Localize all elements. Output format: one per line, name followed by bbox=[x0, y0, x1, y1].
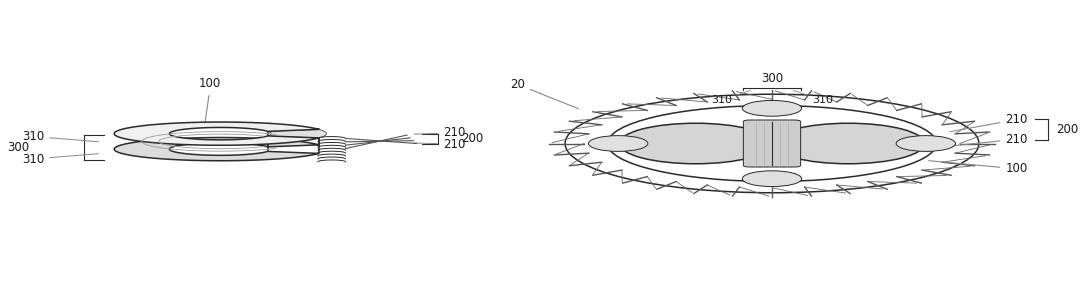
Circle shape bbox=[589, 136, 648, 151]
FancyBboxPatch shape bbox=[744, 120, 801, 167]
Polygon shape bbox=[114, 122, 319, 145]
Circle shape bbox=[772, 123, 925, 164]
Text: 210: 210 bbox=[414, 126, 465, 139]
Circle shape bbox=[743, 100, 802, 116]
Text: 20: 20 bbox=[509, 78, 579, 109]
Text: 200: 200 bbox=[461, 132, 483, 145]
Text: 310: 310 bbox=[793, 90, 833, 105]
Text: 310: 310 bbox=[22, 130, 99, 143]
Text: 300: 300 bbox=[8, 141, 29, 154]
Text: 100: 100 bbox=[198, 77, 221, 125]
Text: 210: 210 bbox=[414, 137, 465, 151]
Text: 100: 100 bbox=[929, 161, 1028, 175]
Text: 210: 210 bbox=[950, 133, 1028, 146]
Text: 310: 310 bbox=[711, 90, 751, 105]
Text: 210: 210 bbox=[950, 113, 1028, 132]
Text: 200: 200 bbox=[1056, 123, 1079, 136]
Text: 300: 300 bbox=[761, 72, 783, 85]
Circle shape bbox=[896, 136, 955, 151]
Circle shape bbox=[619, 123, 772, 164]
Text: 310: 310 bbox=[22, 153, 99, 166]
Polygon shape bbox=[268, 129, 326, 138]
Polygon shape bbox=[114, 137, 319, 161]
Circle shape bbox=[743, 171, 802, 187]
